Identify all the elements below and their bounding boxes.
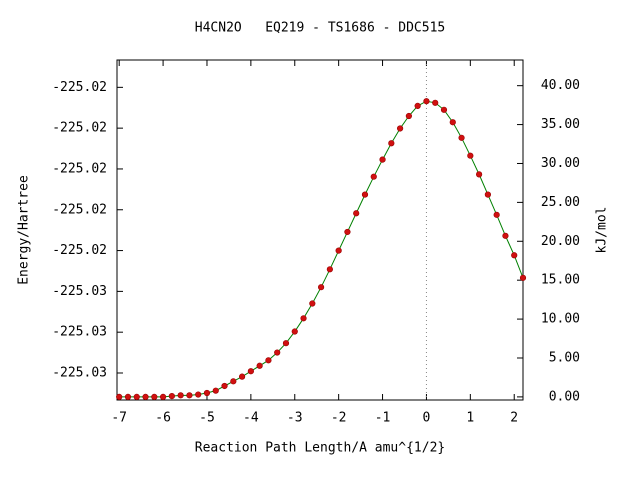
data-point — [476, 171, 483, 178]
y2-tick-label: 10.00 — [541, 312, 580, 327]
x-tick-label: -1 — [375, 411, 391, 426]
y2-tick-label: 40.00 — [541, 78, 580, 93]
y-tick-label: -225.02 — [52, 121, 107, 136]
data-point — [335, 247, 342, 254]
y2-tick-label: 20.00 — [541, 234, 580, 249]
y-tick-label: -225.02 — [52, 202, 107, 217]
y2-tick-label: 35.00 — [541, 117, 580, 132]
data-point — [344, 228, 351, 236]
data-point — [379, 156, 386, 163]
data-point — [265, 357, 272, 364]
data-point — [502, 232, 509, 239]
y-tick-label: -225.02 — [52, 161, 107, 176]
y-tick-label: -225.03 — [52, 325, 107, 340]
data-point — [326, 266, 333, 273]
chart-title: H4CN2O EQ219 - TS1686 - DDC515 — [195, 21, 445, 36]
y2-tick-label: 25.00 — [541, 195, 580, 210]
data-point — [449, 119, 456, 126]
data-point — [221, 382, 228, 390]
data-point — [423, 98, 430, 105]
data-point — [168, 393, 175, 400]
data-point — [203, 389, 211, 397]
data-point — [124, 393, 132, 400]
data-point — [397, 125, 404, 132]
x-tick-label: 1 — [466, 411, 474, 426]
data-point — [414, 102, 421, 110]
data-point — [309, 300, 316, 307]
data-point — [151, 393, 158, 400]
x-tick-label: -3 — [287, 411, 303, 426]
y-tick-label: -225.03 — [52, 365, 107, 380]
data-point — [133, 393, 140, 400]
data-point — [238, 373, 246, 380]
x-tick-label: -4 — [243, 411, 259, 426]
data-point — [247, 368, 254, 375]
data-point — [519, 274, 527, 281]
series-line — [119, 100, 524, 398]
data-point — [195, 391, 202, 398]
y-tick-label: -225.02 — [52, 243, 107, 258]
y-axis-label: Energy/Hartree — [17, 175, 32, 285]
data-point — [432, 99, 439, 106]
data-point — [511, 252, 518, 259]
data-point — [361, 191, 369, 198]
y2-tick-label: 0.00 — [549, 389, 580, 404]
data-point — [274, 349, 281, 356]
data-point — [405, 112, 412, 120]
y2-axis-label: kJ/mol — [595, 207, 610, 254]
data-point — [282, 340, 290, 347]
data-point — [440, 106, 448, 113]
y2-tick-label: 5.00 — [549, 350, 580, 365]
x-axis-label: Reaction Path Length/A amu^{1/2} — [195, 441, 445, 456]
x-tick-label: -7 — [111, 411, 127, 426]
plot-frame — [116, 59, 524, 401]
x-tick-label: -6 — [155, 411, 171, 426]
data-point — [353, 210, 360, 217]
x-tick-label: 2 — [510, 411, 518, 426]
x-tick-label: -5 — [199, 411, 215, 426]
data-point — [300, 315, 307, 322]
data-point — [177, 392, 184, 399]
data-point — [370, 173, 377, 180]
data-point — [317, 284, 325, 291]
data-point — [484, 191, 491, 198]
x-tick-label: 0 — [423, 411, 431, 426]
x-tick-label: -2 — [331, 411, 347, 426]
data-point — [186, 392, 193, 399]
data-point — [388, 140, 395, 147]
y2-tick-label: 15.00 — [541, 273, 580, 288]
y-tick-label: -225.02 — [52, 80, 107, 95]
data-point — [212, 387, 219, 394]
data-point — [493, 211, 500, 218]
data-point — [116, 393, 123, 400]
data-point — [230, 378, 237, 385]
data-point — [467, 152, 474, 159]
data-point — [256, 362, 263, 369]
data-point — [159, 393, 167, 400]
data-point — [142, 393, 149, 400]
data-point — [291, 328, 298, 335]
y-tick-label: -225.03 — [52, 284, 107, 299]
y2-tick-label: 30.00 — [541, 156, 580, 171]
data-point — [458, 134, 465, 141]
